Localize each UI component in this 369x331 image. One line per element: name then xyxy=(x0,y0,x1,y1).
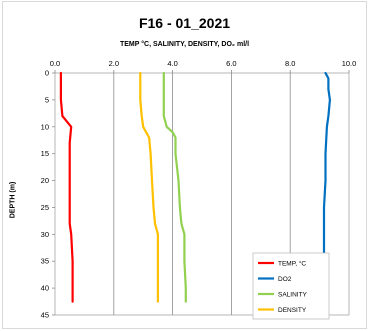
x-tick-label: 4.0 xyxy=(167,59,177,68)
y-tick-label: 45 xyxy=(41,311,49,320)
chart-subtitle: TEMP °C, SALINITY, DENSITY, DO₂ ml/l xyxy=(119,41,250,48)
x-tick-label: 10.0 xyxy=(342,59,357,68)
legend-label-3: DENSITY xyxy=(278,307,307,314)
plot-area xyxy=(54,72,350,316)
series-line-2 xyxy=(162,71,187,303)
y-tick-label: 25 xyxy=(41,203,49,212)
legend-label-2: SALINITY xyxy=(278,291,308,298)
y-tick-label: 40 xyxy=(41,284,49,293)
series-line-3 xyxy=(139,71,159,303)
x-tick-label: 0.0 xyxy=(50,59,60,68)
y-tick-label: 0 xyxy=(45,69,49,78)
y-tick-label: 10 xyxy=(41,122,49,131)
x-tick-label: 6.0 xyxy=(226,59,236,68)
x-tick-label: 2.0 xyxy=(109,59,119,68)
y-tick-label: 35 xyxy=(41,257,49,266)
y-tick-label: 20 xyxy=(41,176,49,185)
legend-label-0: TEMP, °C xyxy=(278,259,306,267)
series-line-0 xyxy=(59,71,74,303)
x-tick-label: 8.0 xyxy=(285,59,295,68)
y-tick-label: 15 xyxy=(41,149,49,158)
y-tick-label: 5 xyxy=(45,95,49,104)
chart-title: F16 - 01_2021 xyxy=(138,15,231,31)
y-tick-label: 30 xyxy=(41,230,49,239)
legend-label-1: DO2 xyxy=(278,276,292,283)
